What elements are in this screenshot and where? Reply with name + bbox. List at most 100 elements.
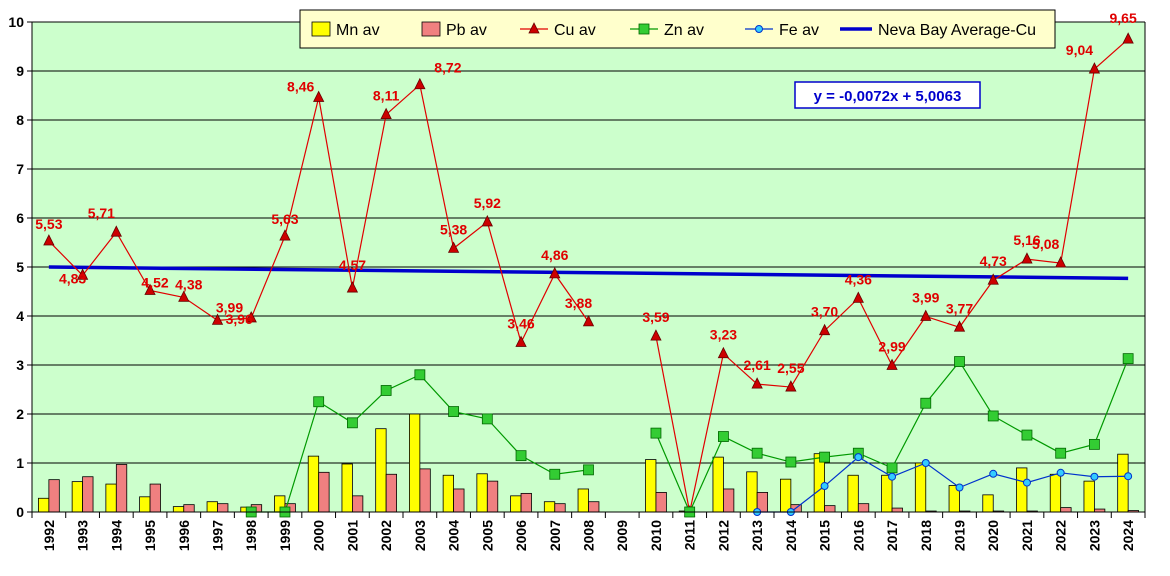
cu-data-label: 9,04 <box>1066 42 1093 58</box>
marker-cu-av <box>76 268 89 280</box>
legend-marker-cu-av <box>528 22 540 34</box>
marker-zn-av <box>1089 438 1100 450</box>
marker-cu-av <box>886 358 898 370</box>
y-tick-label: 0 <box>16 504 24 520</box>
cu-data-label: 3,23 <box>710 327 737 343</box>
x-tick-label: 2004 <box>446 520 462 551</box>
marker-zn-av <box>481 413 493 425</box>
bar-mn-av <box>1016 467 1028 513</box>
bar-pb-av <box>48 479 60 513</box>
marker-cu-av <box>953 320 966 332</box>
bar-mn-av <box>982 494 994 513</box>
cu-data-label: 4,36 <box>845 271 872 287</box>
marker-fe-av <box>989 469 998 478</box>
equation-box <box>794 81 981 109</box>
bar-mn-av <box>38 497 50 513</box>
x-tick-label: 2024 <box>1120 520 1136 551</box>
marker-cu-av <box>313 90 325 102</box>
bar-mn-av <box>881 474 893 513</box>
marker-fe-av <box>955 483 964 492</box>
cu-data-label: 9,65 <box>1110 10 1137 26</box>
y-tick-label: 9 <box>16 63 24 79</box>
x-tick-label: 2009 <box>614 520 630 551</box>
bar-pb-av <box>82 476 94 513</box>
bar-pb-av <box>453 488 465 513</box>
axes-layer: 0 1 2 3 4 5 6 7 8 9 10 1992 1993 1994 1995 1996 1997 1998… <box>8 14 1146 551</box>
data-label-layer: 5,534,835,714,52 4,383,993,965,638,464,57… <box>35 10 1137 376</box>
marker-zn-av <box>515 450 527 462</box>
x-tick-label: 1997 <box>210 520 226 551</box>
bar-pb-av <box>115 464 128 513</box>
cu-data-label: 5,38 <box>440 221 467 237</box>
cu-data-label: 8,46 <box>287 78 314 94</box>
marker-zn-av <box>313 396 325 408</box>
marker-cu-av <box>481 215 493 227</box>
cu-data-label: 3,46 <box>507 315 534 331</box>
marker-zn-av <box>347 417 358 429</box>
x-tick-label: 2015 <box>817 520 833 551</box>
marker-fe-av <box>820 482 829 491</box>
bar-mn-av <box>71 481 83 513</box>
cu-data-label: 5,71 <box>88 205 115 221</box>
x-tick-label: 2006 <box>513 520 529 551</box>
marker-zn-av <box>785 456 797 468</box>
cu-data-label: 2,99 <box>878 338 905 354</box>
legend-label-neva-bay-average-cu: Neva Bay Average-Cu <box>878 22 1036 39</box>
marker-cu-av <box>211 313 224 325</box>
legend-label-zn-av: Zn av <box>664 22 704 39</box>
y-tick-label: 1 <box>16 455 24 471</box>
y-tick-label: 4 <box>16 308 24 324</box>
bar-pb-av <box>520 492 532 513</box>
x-tick-label: 1993 <box>75 520 91 551</box>
marker-cu-av <box>1088 62 1101 74</box>
x-tick-label: 2003 <box>412 520 428 551</box>
bar-pb-av <box>486 480 499 513</box>
bar-mn-av <box>645 459 657 513</box>
cu-data-label: 5,08 <box>1032 236 1059 252</box>
bar-mn-av <box>914 462 927 513</box>
marker-zn-av <box>987 410 999 422</box>
bar-mn-av <box>847 474 859 513</box>
bar-mn-av <box>206 501 218 513</box>
marker-zn-av <box>751 447 763 459</box>
x-tick-label: 2013 <box>749 520 765 551</box>
marker-cu-av <box>650 329 662 341</box>
bar-mn-av <box>105 483 117 513</box>
marker-zn-av <box>1122 353 1134 365</box>
marker-fe-av <box>1022 478 1031 487</box>
marker-cu-av <box>279 229 291 241</box>
marker-cu-av <box>245 311 257 323</box>
marker-cu-av <box>1055 256 1067 268</box>
cu-data-label: 4,38 <box>175 276 202 292</box>
x-tick-label: 1992 <box>41 520 57 551</box>
x-tick-label: 1995 <box>142 520 158 551</box>
bar-pb-av <box>891 507 903 513</box>
marker-cu-av <box>346 281 359 293</box>
bar-mn-av <box>577 488 589 513</box>
y-tick-label: 8 <box>16 112 24 128</box>
marker-zn-av <box>1021 429 1033 441</box>
marker-zn-av <box>1055 447 1067 459</box>
marker-fe-av <box>1056 468 1065 477</box>
x-tick-label: 2017 <box>884 520 900 551</box>
bar-mn-av <box>1117 453 1129 513</box>
bar-mn-av <box>712 456 724 513</box>
marker-zn-av <box>414 369 426 381</box>
marker-cu-av <box>751 377 763 389</box>
marker-fe-av <box>1124 472 1133 481</box>
marker-zn-av <box>819 451 830 463</box>
bar-pb-av <box>149 483 161 513</box>
cu-data-label: 3,99 <box>912 289 939 305</box>
marker-fe-av <box>921 459 930 467</box>
cu-data-label: 5,92 <box>474 195 501 211</box>
legend-marker-fe-av <box>755 25 763 33</box>
bar-mn-av <box>780 478 792 513</box>
bar-mn-av <box>307 455 320 513</box>
x-tick-label: 2016 <box>850 520 866 551</box>
x-tick-label: 2012 <box>715 520 731 551</box>
y-tick-label: 3 <box>16 357 24 373</box>
legend-label-fe-av: Fe av <box>779 22 819 39</box>
line-layer <box>43 32 1134 518</box>
